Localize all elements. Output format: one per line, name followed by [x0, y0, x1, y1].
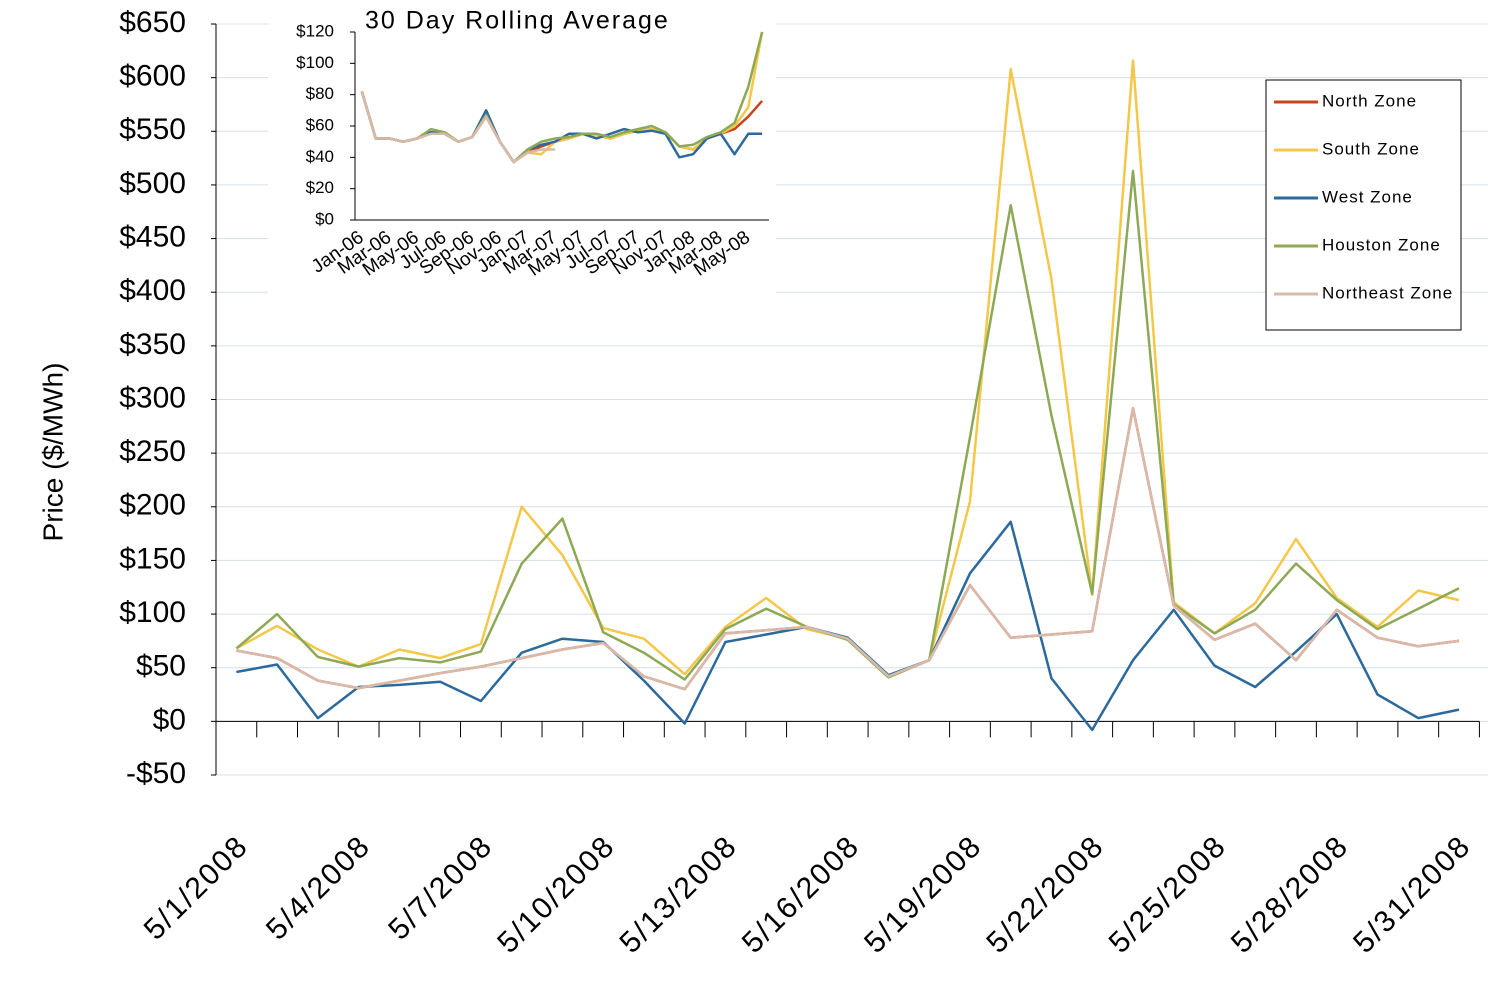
inset-chart: 30 Day Rolling Average $0 $20 $40 $60 $80 $100… — [268, 0, 776, 342]
x-tick-label: 5/13/2008 — [614, 829, 744, 959]
x-tick-label: 5/25/2008 — [1103, 829, 1233, 959]
y-tick-label: $400 — [119, 274, 186, 307]
x-tick-label: 5/22/2008 — [980, 829, 1110, 959]
legend-label: North Zone — [1322, 91, 1417, 110]
y-tick-label: $600 — [119, 60, 186, 93]
y-tick-label: -$50 — [126, 757, 186, 790]
y-tick-label: $100 — [296, 53, 334, 72]
x-tick-label: 5/16/2008 — [736, 829, 866, 959]
y-tick-label: $150 — [119, 542, 186, 575]
legend-label: West Zone — [1322, 187, 1413, 206]
y-tick-label: $550 — [119, 113, 186, 146]
x-tick-label: 5/4/2008 — [260, 829, 377, 946]
y-tick-label: $120 — [296, 21, 334, 40]
y-tick-label: $60 — [306, 115, 334, 134]
y-tick-label: $650 — [119, 6, 186, 39]
y-tick-label: $20 — [306, 178, 334, 197]
y-tick-label: $200 — [119, 489, 186, 522]
y-tick-label: $40 — [306, 147, 334, 166]
y-tick-label: $50 — [136, 650, 186, 683]
x-tick-label: 5/19/2008 — [858, 829, 988, 959]
legend-box — [1265, 79, 1462, 331]
x-tick-label: 5/10/2008 — [491, 829, 621, 959]
y-tick-label: $300 — [119, 381, 186, 414]
series-line — [236, 406, 1460, 691]
series-line — [236, 520, 1460, 732]
inset-title: 30 Day Rolling Average — [365, 7, 670, 35]
inset-background — [268, 0, 776, 342]
legend-label: South Zone — [1322, 139, 1420, 158]
y-tick-label: $0 — [315, 209, 334, 228]
y-tick-label: $450 — [119, 220, 186, 253]
y-tick-label: $250 — [119, 435, 186, 468]
series-line — [360, 91, 556, 164]
y-tick-label: $0 — [153, 703, 186, 736]
y-tick-label: $80 — [306, 84, 334, 103]
series-line — [236, 406, 1460, 691]
y-axis-label: Price ($/MWh) — [37, 363, 68, 542]
x-tick-label: 5/31/2008 — [1347, 829, 1477, 959]
y-tick-label: $100 — [119, 596, 186, 629]
x-tick-label: 5/28/2008 — [1225, 829, 1355, 959]
x-tick-label: 5/1/2008 — [138, 829, 255, 946]
y-tick-label: $350 — [119, 328, 186, 361]
y-tick-label: $500 — [119, 167, 186, 200]
series-line — [360, 31, 764, 164]
legend-label: Houston Zone — [1322, 235, 1441, 254]
x-tick-label: 5/7/2008 — [382, 829, 499, 946]
legend-label: Northeast Zone — [1322, 283, 1453, 302]
